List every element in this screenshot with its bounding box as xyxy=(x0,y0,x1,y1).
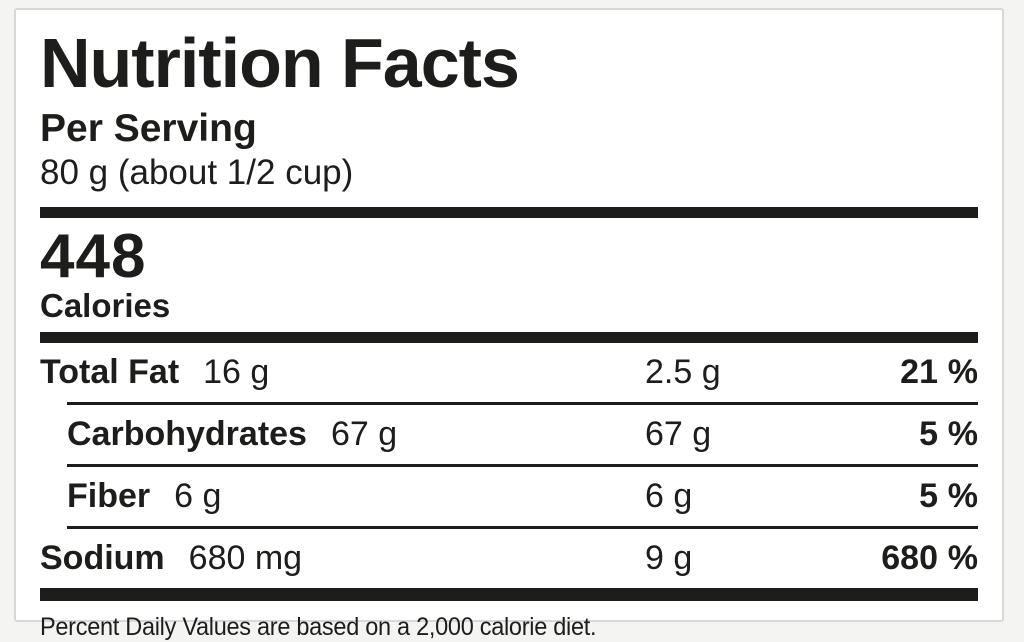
nutrient-name: Carbohydrates xyxy=(67,414,307,453)
daily-values-footnote: Percent Daily Values are based on a 2,00… xyxy=(40,612,597,641)
daily-value: 680 % xyxy=(795,539,978,578)
serving-heading: Per Serving xyxy=(40,107,257,150)
percent-symbol: % xyxy=(947,476,978,515)
per-serving-value: 6 g xyxy=(645,476,693,515)
nutrition-label: Nutrition Facts Per Serving 80 g (about … xyxy=(14,8,1004,641)
per-serving-value: 9 g xyxy=(645,538,693,577)
daily-value: 21 % xyxy=(795,353,978,392)
nutrient-amount: 6 g xyxy=(174,476,222,515)
nutrient-row-carbohydrates: Carbohydrates 67 g 67 g 5 % xyxy=(40,405,978,464)
percent-symbol: % xyxy=(947,538,978,577)
nutrient-table: Total Fat 16 g 2.5 g 21 % Carbohydrates … xyxy=(40,343,978,588)
nutrient-name: Total Fat xyxy=(40,352,180,391)
serving-size: 80 g (about 1/2 cup) xyxy=(40,152,354,192)
daily-value-number: 5 xyxy=(919,476,938,515)
nutrient-row-sodium: Sodium 680 mg 9 g 680 % xyxy=(40,529,978,588)
per-serving-value: 2.5 g xyxy=(645,352,721,391)
nutrient-name-amount: Carbohydrates 67 g xyxy=(40,415,645,454)
nutrient-name-amount: Total Fat 16 g xyxy=(40,353,645,392)
nutrient-name: Sodium xyxy=(40,538,165,577)
thick-rule-top xyxy=(40,207,978,219)
nutrient-name: Fiber xyxy=(67,476,151,515)
row-separator xyxy=(67,401,978,405)
nutrient-amount: 16 g xyxy=(203,352,270,391)
calories-label: Calories xyxy=(40,287,171,325)
daily-value-number: 5 xyxy=(919,414,938,453)
nutrient-row-total-fat: Total Fat 16 g 2.5 g 21 % xyxy=(40,343,978,402)
row-separator xyxy=(67,463,978,467)
daily-value-number: 680 xyxy=(881,538,938,577)
percent-symbol: % xyxy=(947,352,978,391)
nutrient-name-amount: Sodium 680 mg xyxy=(40,539,645,578)
nutrient-name-amount: Fiber 6 g xyxy=(40,477,645,516)
thick-rule-calories xyxy=(40,331,978,343)
daily-value: 5 % xyxy=(795,415,978,454)
thick-rule-bottom xyxy=(40,587,978,601)
row-separator xyxy=(67,525,978,529)
daily-value-number: 21 xyxy=(900,352,938,391)
per-serving-value: 67 g xyxy=(645,414,712,453)
percent-symbol: % xyxy=(947,414,978,453)
calories-value: 448 xyxy=(40,222,147,292)
nutrient-amount: 680 mg xyxy=(188,538,303,577)
nutrient-amount: 67 g xyxy=(330,414,398,453)
daily-value: 5 % xyxy=(795,477,978,516)
label-title: Nutrition Facts xyxy=(40,24,520,102)
nutrient-row-fiber: Fiber 6 g 6 g 5 % xyxy=(40,467,978,526)
